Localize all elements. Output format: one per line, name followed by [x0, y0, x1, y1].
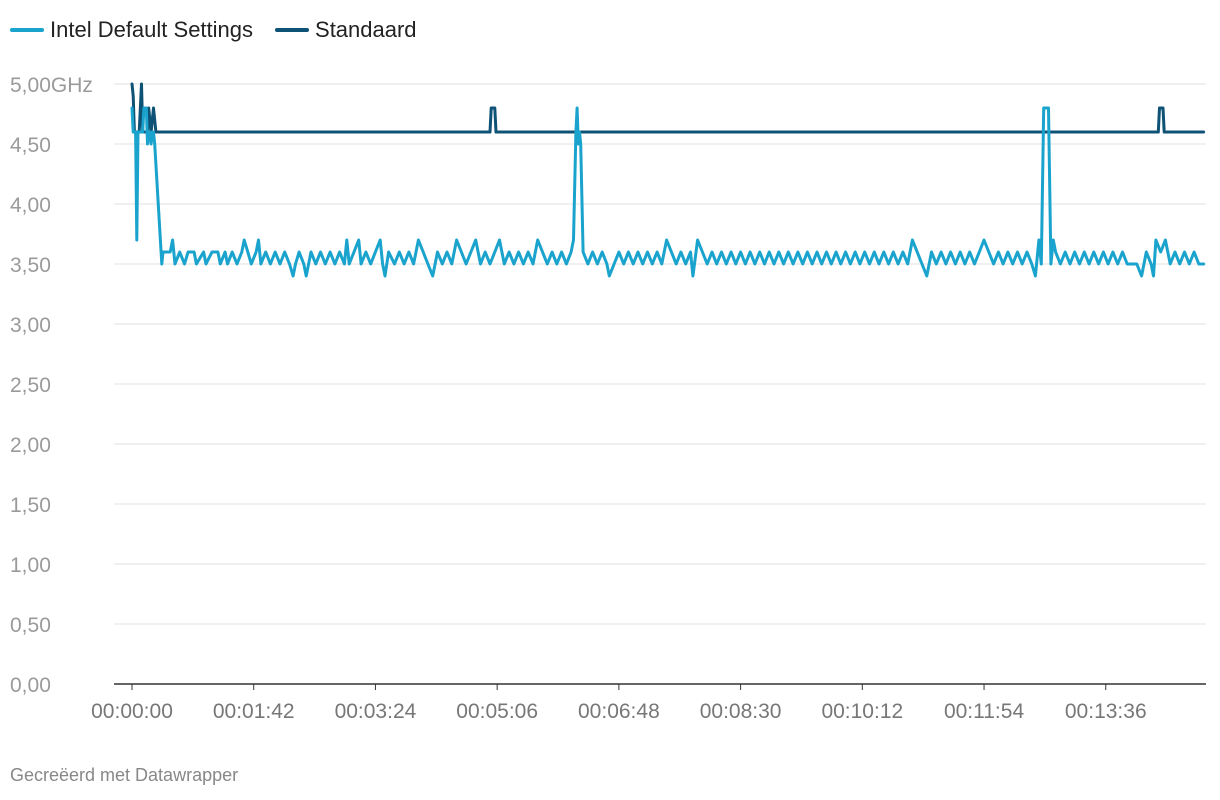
- y-tick-label: 2,00: [10, 434, 51, 457]
- x-tick-label: 00:03:24: [335, 700, 417, 723]
- x-tick-label: 00:11:54: [944, 700, 1025, 723]
- legend-swatch-intel-default: [10, 28, 44, 32]
- line-chart: 0,00 0,50 1,00 1,50 2,00 2,50 3,00 3,50 4,00 4,50…: [10, 74, 1206, 723]
- footer-credit: Gecreëerd met Datawrapper: [10, 765, 239, 785]
- y-tick-label: 1,00: [10, 554, 51, 577]
- y-tick-label: 3,00: [10, 314, 51, 337]
- legend-label-standaard: Standaard: [315, 17, 417, 42]
- x-tick-label: 00:01:42: [213, 700, 295, 723]
- y-tick-label: 5,00GHz: [10, 74, 93, 97]
- series-line-standaard: [130, 82, 1206, 134]
- y-tick-label: 0,00: [10, 674, 51, 697]
- y-tick-label: 1,50: [10, 494, 51, 517]
- x-tick-label: 00:13:36: [1065, 700, 1147, 723]
- legend-label-intel-default: Intel Default Settings: [50, 17, 254, 42]
- chart-legend: Intel Default Settings Standaard: [10, 14, 439, 46]
- x-tick-label: 00:00:00: [91, 700, 173, 723]
- y-tick-label: 0,50: [10, 614, 51, 637]
- x-tick-label: 00:06:48: [578, 700, 660, 723]
- y-tick-label: 2,50: [10, 374, 51, 397]
- legend-item-standaard: Standaard: [275, 17, 417, 43]
- legend-item-intel-default: Intel Default Settings: [10, 17, 253, 43]
- x-tick-label: 00:08:30: [700, 700, 782, 723]
- y-tick-label: 4,00: [10, 194, 51, 217]
- x-tick-label: 00:10:12: [821, 700, 903, 723]
- y-tick-label: 4,50: [10, 134, 51, 157]
- legend-swatch-standaard: [275, 28, 310, 32]
- series-line-intel-default-settings: [130, 106, 1206, 278]
- x-tick-label: 00:05:06: [456, 700, 538, 723]
- y-tick-label: 3,50: [10, 254, 51, 277]
